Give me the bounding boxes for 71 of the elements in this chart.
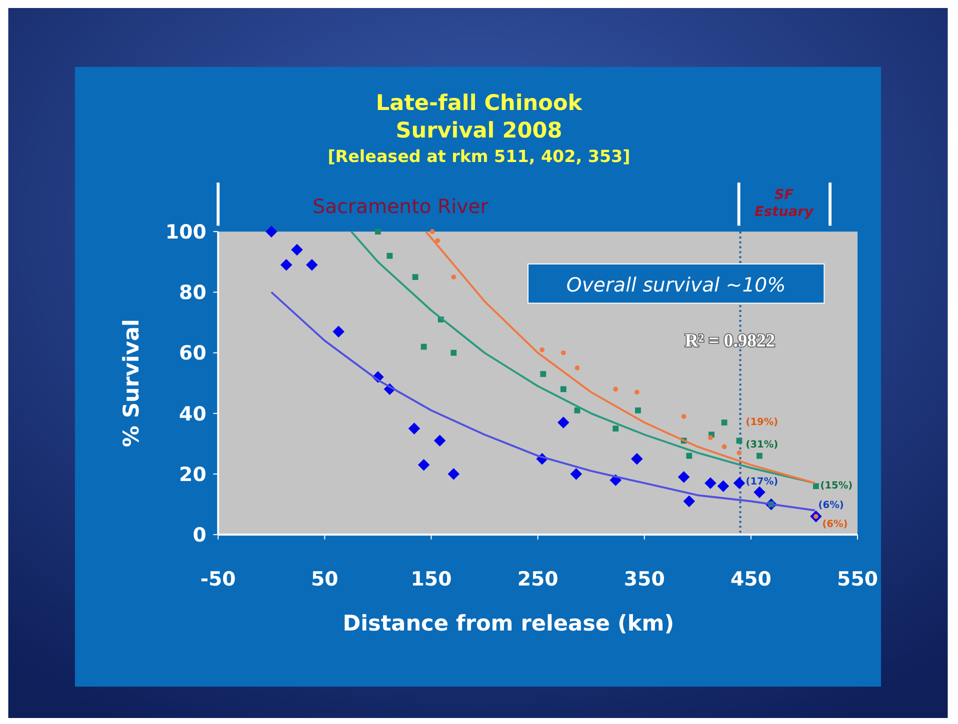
y-tick-label: 0: [192, 523, 206, 546]
x-tick-label: 150: [410, 568, 452, 591]
x-tick-label: 450: [730, 568, 772, 591]
chart-subtitle: [Released at rkm 511, 402, 353]: [328, 146, 630, 166]
y-tick-label: 20: [179, 462, 206, 486]
point: [756, 452, 762, 459]
annotation: (6%): [822, 518, 848, 530]
point: [613, 386, 618, 392]
y-tick-label: 80: [179, 281, 206, 304]
point: [540, 371, 546, 377]
point: [332, 326, 344, 338]
point: [754, 486, 766, 498]
point: [306, 259, 318, 271]
point: [430, 229, 435, 234]
y-tick-label: 100: [165, 220, 206, 244]
point: [418, 459, 430, 471]
annotation: (17%): [746, 476, 778, 488]
point: [570, 468, 582, 480]
y-tick-label: 60: [179, 342, 206, 365]
point: [678, 471, 690, 483]
text: Sacramento River: [312, 194, 490, 218]
y-axis-title: % Survival: [120, 319, 145, 448]
point: [708, 435, 713, 440]
annotation: R² = 0.9822: [684, 330, 776, 352]
point: [448, 468, 460, 480]
y-tick-label: 40: [179, 402, 206, 426]
point: [736, 450, 742, 456]
point: [540, 347, 545, 352]
annotation: (6%): [818, 500, 844, 512]
x-tick-label: -50: [200, 568, 236, 591]
point: [683, 495, 696, 508]
point: [560, 350, 566, 356]
text: SF Estuary: [754, 187, 814, 220]
x-tick-label: 250: [517, 568, 558, 591]
annotation: (19%): [746, 416, 778, 428]
point: [722, 444, 727, 450]
x-tick-label: 350: [624, 568, 665, 591]
point: [813, 483, 819, 490]
x-tick-label: 50: [311, 568, 338, 591]
point: [631, 452, 643, 465]
point: [681, 414, 686, 419]
point: [717, 480, 730, 492]
point: [451, 274, 456, 280]
point: [721, 420, 728, 426]
point: [291, 244, 303, 256]
point: [612, 426, 619, 432]
point: [412, 274, 418, 280]
point: [408, 422, 420, 434]
point: [635, 407, 641, 414]
x-tick-label: 550: [837, 568, 878, 591]
point: [560, 386, 566, 392]
point: [280, 259, 292, 271]
point: [375, 228, 381, 235]
x-axis-title: Distance from release (km): [342, 612, 674, 637]
annotation: Overall survival ~10%: [566, 273, 786, 296]
point: [736, 438, 742, 444]
annotation: (15%): [820, 480, 853, 492]
point: [434, 434, 446, 447]
point: [574, 407, 580, 414]
point: [435, 238, 440, 244]
point: [733, 477, 746, 489]
point: [386, 252, 393, 259]
point: [634, 390, 640, 395]
point: [266, 226, 278, 238]
chart-title: Late-fall Chinook Survival 2008: [376, 90, 583, 144]
point: [450, 350, 457, 356]
annotation: (31%): [746, 439, 778, 450]
point: [686, 452, 692, 459]
point: [704, 477, 716, 489]
point: [558, 416, 570, 428]
point: [574, 366, 580, 370]
